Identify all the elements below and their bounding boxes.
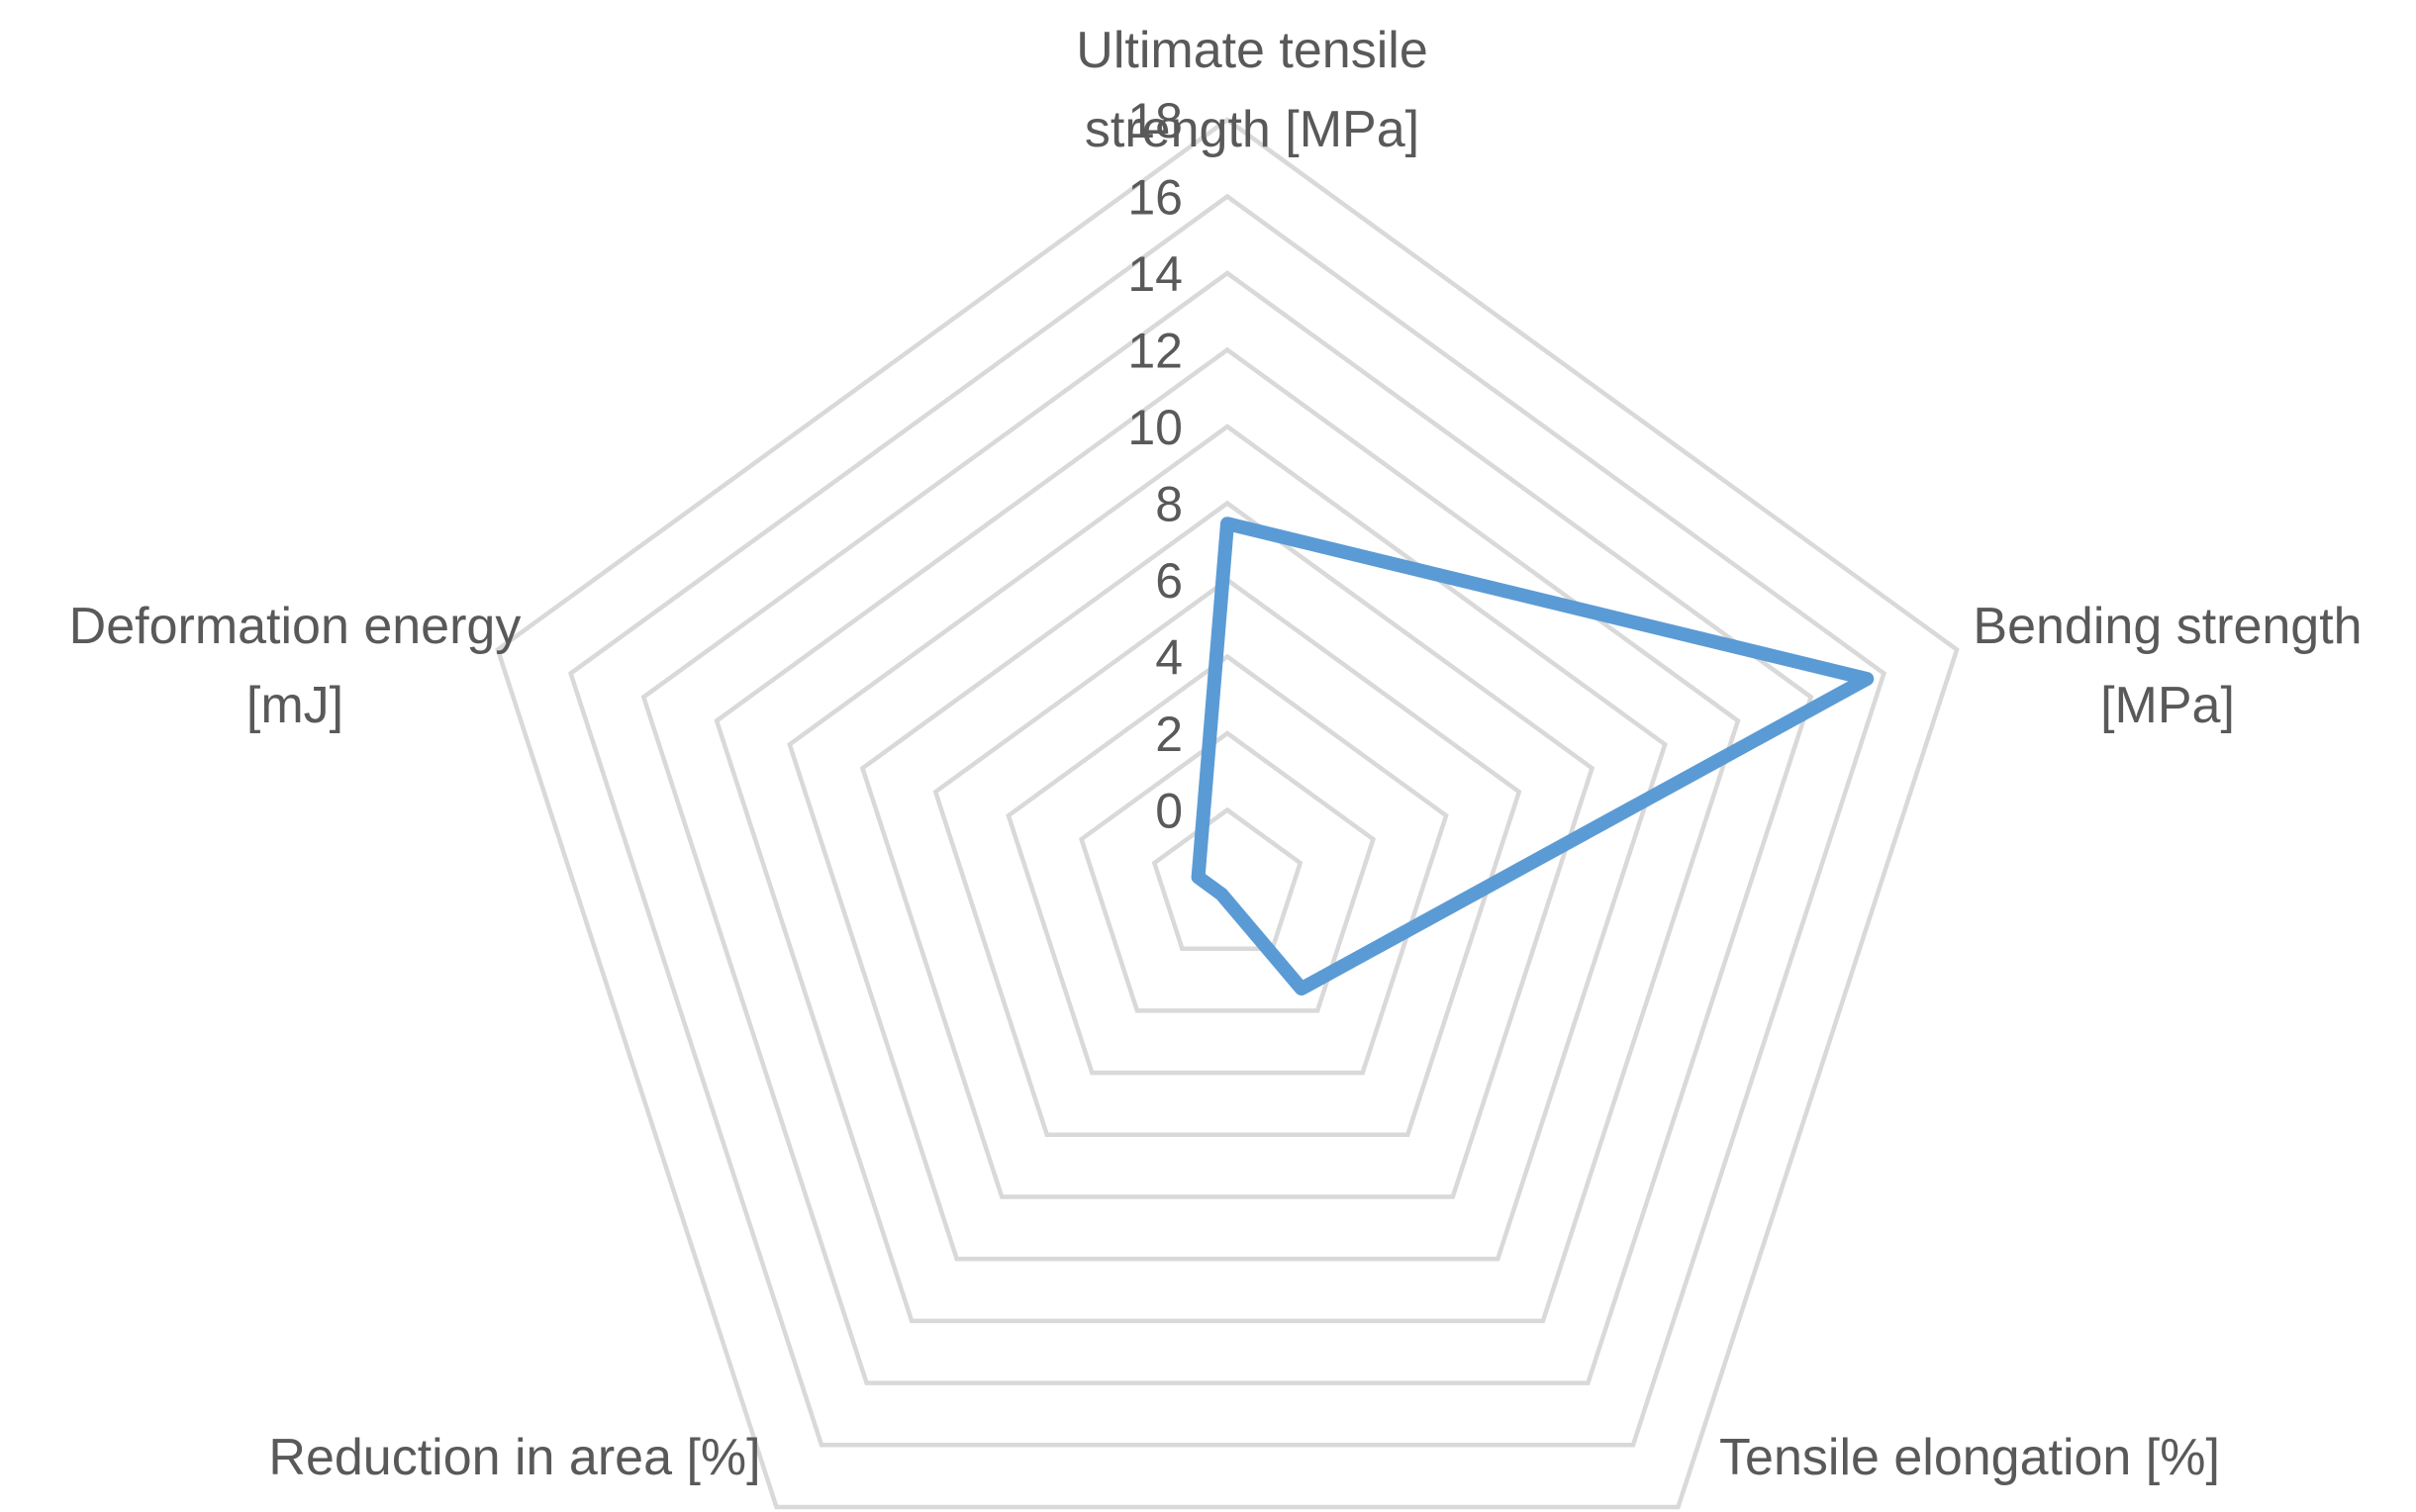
tick-label: 0 [1155, 784, 1183, 839]
tick-label: 16 [1127, 170, 1183, 226]
grid-ring [640, 270, 1814, 1385]
tick-label: 18 [1127, 93, 1183, 148]
tick-label: 8 [1155, 477, 1183, 532]
axis-label: Reduction in area [%] [268, 1429, 760, 1486]
grid-ring [1151, 806, 1304, 951]
series-line [1191, 517, 1875, 996]
axis-label: Ultimate tensile strength [MPa] [1076, 22, 1427, 158]
tick-label: 12 [1127, 324, 1183, 379]
axis-label: Bending strength [MPa] [1973, 598, 2362, 734]
grid-ring [932, 577, 1522, 1138]
grid-ring [495, 117, 1960, 1510]
axis-labels: Ultimate tensile strength [MPa] Bending st… [69, 22, 2363, 1486]
axis-label-line: Bending strength [1973, 598, 2362, 655]
grid-ring [859, 500, 1595, 1199]
grid-ring [567, 193, 1887, 1448]
tick-label: 14 [1127, 246, 1183, 302]
axis-label-line: [mJ] [246, 677, 343, 734]
grid-ring [1078, 730, 1377, 1013]
tick-label: 10 [1127, 400, 1183, 455]
axis-label-line: Tensile elongation [%] [1719, 1429, 2220, 1486]
radial-tick-labels: 0 2 4 6 8 10 12 14 16 18 [1127, 93, 1183, 839]
axis-label-line: [MPa] [2100, 677, 2235, 734]
axis-label-line: Deformation energy [69, 598, 522, 655]
tick-label: 2 [1155, 707, 1183, 762]
axis-label: Deformation energy [mJ] [69, 598, 522, 734]
series-layer [1191, 517, 1875, 996]
tick-label: 6 [1155, 553, 1183, 609]
grid-ring [1006, 653, 1449, 1076]
axis-label: Tensile elongation [%] [1719, 1429, 2220, 1486]
axis-label-line: Reduction in area [%] [268, 1429, 760, 1486]
radar-grid [495, 117, 1960, 1510]
axis-label-line: Ultimate tensile [1076, 22, 1427, 79]
grid-ring [714, 346, 1741, 1324]
tick-label: 4 [1155, 630, 1183, 686]
grid-ring [787, 424, 1668, 1262]
axis-label-line: strength [MPa] [1085, 101, 1419, 158]
